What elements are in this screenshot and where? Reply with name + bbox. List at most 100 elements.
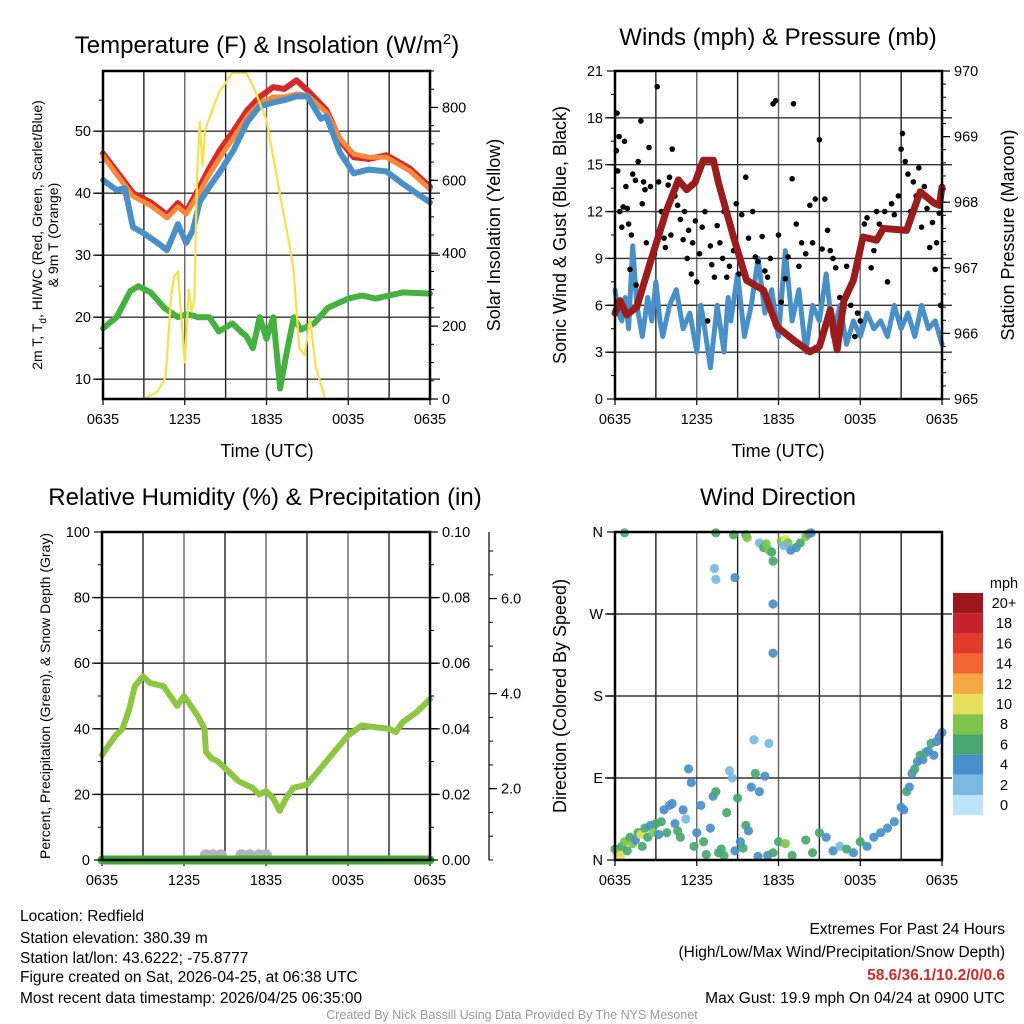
humidity-y-tick-label: 20: [74, 787, 90, 803]
wind-direction-dot: [719, 850, 729, 861]
direction-xtick-label: 0635: [599, 873, 631, 889]
gust-dot: [723, 274, 730, 280]
gust-dot: [692, 218, 699, 224]
wind-direction-dot: [722, 808, 732, 818]
wind-direction-dot: [696, 800, 706, 810]
wind-direction-dot: [670, 818, 680, 829]
gust-dot: [868, 265, 874, 271]
gust-dot: [736, 271, 742, 277]
wind-direction-dot: [882, 823, 893, 833]
legend-swatch-18: [953, 613, 983, 634]
wind-direction-dot: [876, 828, 886, 838]
wind-direction-dot: [615, 850, 626, 861]
winds-y2label: Station Pressure (Maroon): [998, 129, 1018, 340]
gust-dot: [762, 268, 768, 274]
gust-dot: [708, 261, 715, 268]
humidity-y-tick-label: 100: [66, 525, 90, 541]
wind-direction-dot: [828, 846, 838, 856]
humidity-y-tick-label: 40: [74, 722, 90, 738]
gust-dot: [654, 83, 661, 90]
gust-dot: [665, 182, 671, 188]
temperature-ylabel-line2: & 9m T (Orange): [45, 183, 61, 288]
wind-y-tick-label: 12: [587, 205, 603, 221]
direction-xtick-label: 1235: [681, 873, 713, 889]
wind-direction-dot: [675, 832, 686, 842]
gust-dot: [932, 266, 938, 273]
gust-dot: [745, 235, 752, 241]
gust-dot: [798, 240, 805, 246]
gust-dot: [824, 227, 831, 234]
gust-dot: [619, 224, 625, 230]
gust-dot: [614, 168, 621, 174]
gust-dot: [802, 250, 809, 257]
gust-dot: [627, 266, 633, 273]
gust-dot: [843, 263, 850, 270]
wind-direction-dot: [738, 843, 748, 853]
extremes-subheading: (High/Low/Max Wind/Precipitation/Snow De…: [679, 944, 1006, 961]
gust-dot: [749, 208, 756, 215]
wind-direction-dot: [662, 828, 672, 838]
gust-dot: [702, 208, 708, 215]
gust-dot: [857, 318, 864, 324]
legend-label-4: 4: [1000, 758, 1008, 774]
legend-label-14: 14: [996, 657, 1012, 673]
wind-direction-dot: [678, 805, 688, 815]
gust-dot: [926, 244, 933, 251]
legend-swatch-10: [953, 694, 983, 715]
gust-dot: [871, 247, 877, 254]
footer-location: Location: Redfield: [20, 908, 144, 925]
gust-dot: [625, 221, 632, 227]
gust-dot: [707, 243, 714, 249]
footer-timestamp: Most recent data timestamp: 2026/04/25 0…: [20, 990, 362, 1007]
extremes-heading: Extremes For Past 24 Hours: [809, 921, 1005, 938]
gust-dot: [640, 179, 647, 185]
gust-dot: [924, 205, 930, 212]
wind-direction-dot: [709, 563, 720, 574]
gust-dot: [623, 183, 629, 190]
max-gust: Max Gust: 19.9 mph On 04/24 at 0900 UTC: [705, 990, 1005, 1007]
wind-direction-dot: [918, 755, 928, 765]
gust-dot: [755, 258, 761, 265]
wind-direction-dot: [889, 817, 899, 827]
humidity-y-tick-label: 80: [74, 591, 90, 607]
wind-direction-dot: [929, 750, 939, 760]
gust-dot: [902, 158, 909, 165]
gust-dot: [661, 235, 667, 241]
direction-xtick-label: 0635: [926, 873, 958, 889]
pressure-y2-tick-label: 967: [954, 261, 978, 277]
gust-dot: [624, 205, 631, 212]
gust-dot: [646, 144, 652, 151]
temperature-y-tick-label: 20: [75, 310, 91, 326]
legend-swatch-12: [953, 673, 983, 694]
humidity-xtick-label: 1835: [250, 873, 282, 889]
legend-swatch-8: [953, 714, 983, 735]
gust-dot: [642, 186, 648, 193]
humidity-chart-title: Relative Humidity (%) & Precipitation (i…: [48, 484, 481, 511]
wind-direction-dot: [746, 782, 756, 792]
wind-direction-dot: [768, 599, 778, 609]
gust-dot: [689, 240, 696, 246]
legend-swatch-2: [953, 774, 983, 795]
wind-direction-dot: [848, 848, 859, 858]
wind-direction-dot: [904, 782, 914, 792]
pressure-y2-tick-label: 966: [954, 326, 978, 342]
gust-dot: [638, 118, 644, 124]
gust-dot: [782, 275, 789, 282]
humidity-xtick-label: 0635: [86, 873, 118, 889]
gust-dot: [616, 208, 623, 215]
direction-y-tick-label: E: [593, 771, 603, 787]
gust-dot: [864, 215, 870, 221]
wind-direction-dot: [862, 841, 872, 851]
gust-dot: [936, 210, 943, 216]
humidity-y-tick-label: 0: [82, 853, 90, 869]
temperature-xtick-label: 0635: [87, 412, 119, 428]
gust-dot: [830, 255, 836, 262]
gust-dot: [693, 279, 700, 285]
pressure-line: [611, 156, 946, 356]
temperature-y-tick-label: 10: [75, 372, 91, 388]
wind-direction-dot: [814, 828, 824, 838]
gust-dot: [793, 221, 800, 227]
pressure-y2-tick-label: 969: [954, 130, 978, 146]
legend-label-16: 16: [996, 636, 1012, 652]
gust-dot: [847, 302, 854, 309]
